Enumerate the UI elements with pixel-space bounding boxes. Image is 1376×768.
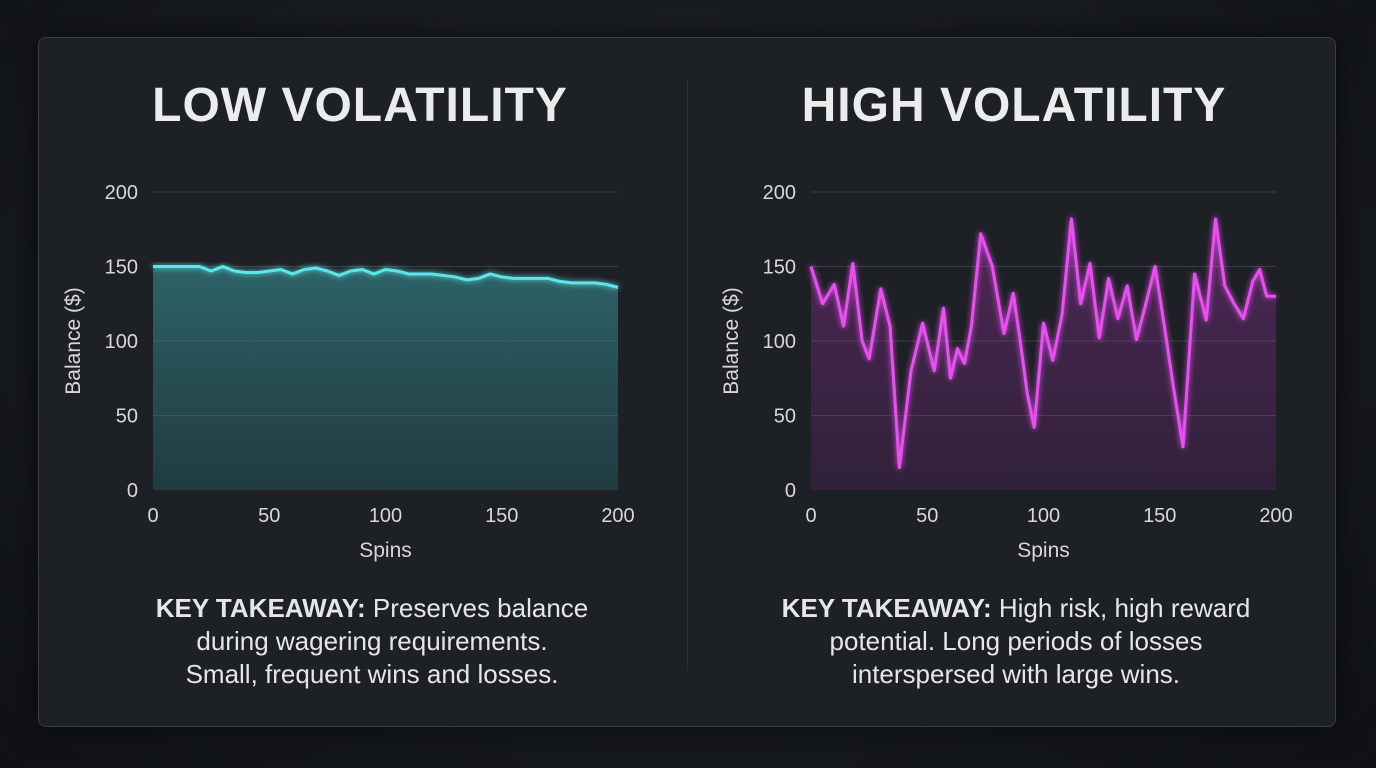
series-line — [809, 217, 1276, 470]
low-volatility-title: LOW VOLATILITY — [152, 79, 568, 132]
x-tick-label: 150 — [485, 505, 518, 527]
series-area — [811, 218, 1276, 490]
y-tick-label: 0 — [127, 480, 138, 502]
x-tick-label: 50 — [258, 505, 280, 527]
x-tick-label: 0 — [805, 505, 816, 527]
y-tick-label: 200 — [105, 182, 138, 204]
x-tick-label: 150 — [1143, 505, 1176, 527]
takeaway-line-1: High risk, high reward — [998, 593, 1251, 623]
high-volatility-chart: 0 50 100 150 200 0 50 100 150 200 Spins Balance ($) — [720, 182, 1293, 562]
x-tick-label: 200 — [601, 505, 634, 527]
y-tick-label: 100 — [105, 331, 138, 353]
y-axis-label: Balance ($) — [720, 287, 743, 394]
low-volatility-takeaway: KEY TAKEAWAY: Preserves balance during w… — [72, 592, 672, 691]
high-volatility-takeaway: KEY TAKEAWAY: High risk, high reward pot… — [716, 592, 1316, 691]
y-tick-label: 50 — [774, 406, 796, 428]
y-tick-label: 200 — [763, 182, 796, 204]
high-volatility-title: HIGH VOLATILITY — [801, 79, 1227, 132]
series-area — [153, 266, 618, 490]
x-tick-label: 200 — [1259, 505, 1292, 527]
y-tick-label: 150 — [763, 257, 796, 279]
y-tick-label: 0 — [785, 480, 796, 502]
takeaway-label: KEY TAKEAWAY: — [781, 593, 992, 623]
x-axis-label: Spins — [1017, 539, 1070, 562]
x-tick-label: 0 — [147, 505, 158, 527]
takeaway-line-2: during wagering requirements. — [196, 626, 548, 656]
x-tick-label: 50 — [916, 505, 938, 527]
takeaway-line-2: potential. Long periods of losses — [829, 626, 1203, 656]
y-axis-label: Balance ($) — [62, 287, 85, 394]
takeaway-label: KEY TAKEAWAY: — [155, 593, 366, 623]
panel-divider — [687, 80, 688, 670]
low-volatility-chart: 0 50 100 150 200 0 50 100 150 200 Spins Balance ($) — [62, 182, 635, 562]
x-axis-label: Spins — [359, 539, 412, 562]
takeaway-line-3: Small, frequent wins and losses. — [185, 659, 559, 689]
y-tick-label: 150 — [105, 257, 138, 279]
takeaway-line-3: interspersed with large wins. — [851, 659, 1181, 689]
series-line — [153, 265, 619, 289]
takeaway-line-1: Preserves balance — [372, 593, 589, 623]
x-tick-label: 100 — [1027, 505, 1060, 527]
y-tick-label: 50 — [116, 406, 138, 428]
y-tick-label: 100 — [763, 331, 796, 353]
x-tick-label: 100 — [369, 505, 402, 527]
